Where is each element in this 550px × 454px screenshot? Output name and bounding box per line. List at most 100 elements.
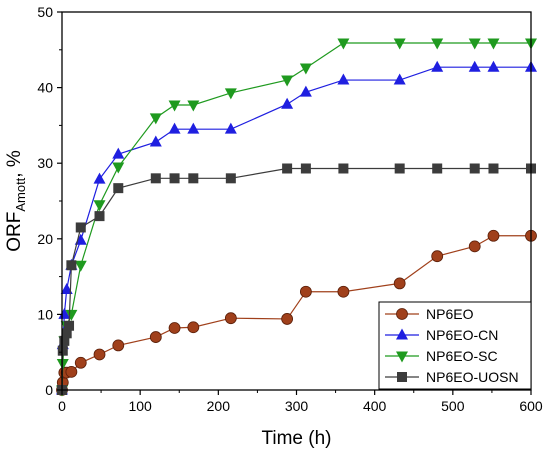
data-point (431, 60, 444, 72)
data-point (281, 313, 294, 325)
axes: 0 100 200 300 400 500 600 0 10 20 30 40 50 (37, 4, 542, 414)
x-tick-label: 100 (128, 398, 152, 414)
plot-area (56, 38, 537, 397)
legend-item: NP6EO-CN (385, 327, 498, 343)
legend-marker (397, 372, 407, 382)
data-point (188, 173, 199, 184)
y-tick-label: 0 (45, 382, 53, 398)
data-point (393, 38, 406, 50)
data-point (149, 135, 162, 147)
legend: NP6EO NP6EO-CN NP6EO-SC NP6EO-UOSN (378, 301, 532, 390)
legend-item: NP6EO-UOSN (385, 369, 519, 385)
data-point (187, 321, 200, 334)
legend-label: NP6EO (426, 306, 474, 322)
x-tick-label: 600 (519, 398, 543, 414)
data-point (300, 163, 311, 174)
y-axis-title-subscript: Amott (13, 177, 28, 211)
data-point (168, 322, 181, 334)
y-tick-label: 50 (37, 4, 53, 20)
data-point (487, 38, 500, 50)
data-point (65, 365, 78, 378)
data-point (57, 345, 68, 356)
x-tick-label: 200 (207, 398, 231, 414)
data-point (338, 163, 349, 174)
data-point (74, 356, 87, 369)
data-point (337, 285, 350, 298)
data-point (468, 240, 481, 253)
data-point (75, 222, 86, 233)
data-point (74, 260, 87, 272)
data-point (169, 173, 180, 184)
data-point (74, 233, 87, 245)
data-point (66, 260, 77, 271)
data-point (93, 172, 106, 184)
data-point (187, 100, 200, 112)
legend-marker (396, 351, 408, 363)
data-point (488, 163, 499, 174)
y-axis-title-unit: , % (4, 150, 25, 178)
data-point (487, 60, 500, 72)
data-point (468, 38, 481, 50)
data-point (282, 163, 293, 174)
data-point (281, 97, 294, 109)
data-point (431, 250, 444, 263)
data-point (337, 73, 350, 85)
data-point (393, 277, 406, 290)
data-point (60, 282, 73, 294)
legend-label: NP6EO-CN (426, 327, 498, 343)
legend-label: NP6EO-UOSN (426, 369, 519, 385)
y-axis-title-main: ORF (4, 212, 25, 252)
x-axis-title: Time (h) (261, 428, 331, 449)
data-point (393, 73, 406, 85)
legend-marker (396, 308, 408, 320)
y-tick-label: 10 (37, 306, 53, 322)
data-point (150, 173, 161, 184)
data-point (149, 331, 162, 343)
data-point (224, 122, 237, 134)
data-point (299, 85, 312, 97)
series-np6eo-cn (56, 60, 537, 395)
legend-marker (396, 328, 408, 340)
data-point (187, 122, 200, 134)
data-point (468, 60, 481, 72)
data-point (93, 348, 106, 361)
data-point (93, 200, 106, 212)
data-point (112, 162, 125, 174)
data-point (149, 113, 162, 125)
x-tick-label: 0 (58, 398, 66, 414)
data-point (224, 312, 237, 325)
y-axis-title: ORFAmott, % (4, 150, 28, 252)
data-point (59, 335, 70, 346)
y-tick-label: 30 (37, 155, 53, 171)
legend-item: NP6EO-SC (385, 348, 498, 364)
y-tick-label: 40 (37, 80, 53, 96)
data-point (113, 183, 124, 194)
data-point (394, 163, 405, 174)
x-tick-label: 500 (441, 398, 465, 414)
data-point (432, 163, 443, 174)
data-point (487, 229, 500, 242)
data-point (337, 38, 350, 50)
data-point (112, 339, 125, 352)
data-point (299, 285, 312, 298)
data-point (224, 88, 237, 100)
y-tick-label: 20 (37, 231, 53, 247)
data-point (65, 309, 78, 321)
x-tick-label: 400 (363, 398, 387, 414)
data-point (64, 320, 75, 331)
legend-item: NP6EO (385, 306, 474, 322)
data-point (168, 100, 181, 112)
data-point (469, 163, 480, 174)
x-tick-label: 300 (285, 398, 309, 414)
data-point (281, 75, 294, 87)
data-point (299, 63, 312, 75)
data-point (112, 147, 125, 159)
data-point (94, 211, 105, 222)
data-point (431, 38, 444, 50)
data-point (168, 122, 181, 134)
legend-label: NP6EO-SC (426, 348, 498, 364)
data-point (58, 307, 71, 319)
data-point (61, 328, 72, 339)
data-point (225, 173, 236, 184)
